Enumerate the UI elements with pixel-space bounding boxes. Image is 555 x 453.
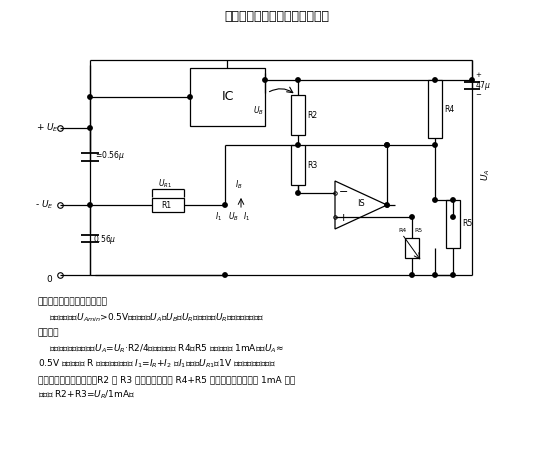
Circle shape (433, 273, 437, 277)
Text: −: − (475, 92, 481, 98)
Text: R5: R5 (462, 220, 472, 228)
Text: 0: 0 (46, 275, 52, 284)
Circle shape (88, 126, 92, 130)
Text: R2: R2 (307, 111, 317, 120)
Text: −: − (339, 187, 349, 197)
Circle shape (223, 203, 227, 207)
Bar (405, 238, 419, 258)
Text: IC: IC (221, 91, 234, 103)
Text: $I_1$: $I_1$ (215, 211, 222, 223)
Circle shape (385, 203, 389, 207)
Text: 该电路适于下列条件下应用：: 该电路适于下列条件下应用： (38, 298, 108, 307)
Text: $U_{R1}$: $U_{R1}$ (158, 178, 172, 190)
Bar (152, 198, 184, 212)
Text: R4: R4 (444, 105, 454, 114)
Circle shape (296, 143, 300, 147)
Text: - $U_E$: - $U_E$ (35, 199, 54, 211)
Circle shape (88, 95, 92, 99)
Circle shape (433, 143, 437, 147)
Circle shape (470, 78, 474, 82)
Text: $U_B$: $U_B$ (253, 105, 264, 117)
Circle shape (410, 273, 414, 277)
Text: 47$\mu$: 47$\mu$ (475, 78, 491, 92)
Text: 调节输出电压的公式为$U_A$=$U_R$·R2/4，在调节支路 R4、R5 内的电流约 1mA（在$U_A$≈: 调节输出电压的公式为$U_A$=$U_R$·R2/4，在调节支路 R4、R5 内… (38, 342, 284, 355)
Text: R3: R3 (307, 160, 317, 169)
Circle shape (263, 78, 267, 82)
Text: $U_B$: $U_B$ (228, 211, 239, 223)
Circle shape (88, 203, 92, 207)
Text: R1: R1 (161, 201, 171, 209)
Text: R4: R4 (398, 228, 406, 233)
Circle shape (433, 78, 437, 82)
Text: R5: R5 (414, 228, 422, 233)
Bar (291, 145, 305, 185)
Circle shape (385, 143, 389, 147)
Text: 最低输出电压$U_{Amin}$>0.5V，输出电压$U_A$为$U_B$与$U_R$之和，这里$U_R$为集成稳压电路的: 最低输出电压$U_{Amin}$>0.5V，输出电压$U_A$为$U_B$与$U… (38, 311, 265, 324)
Circle shape (410, 215, 414, 219)
Circle shape (451, 198, 455, 202)
Circle shape (296, 191, 300, 195)
Text: + $U_E$: + $U_E$ (36, 122, 59, 134)
Circle shape (451, 273, 455, 277)
Circle shape (296, 78, 300, 82)
Text: 0.5V 时），电阵 R 的选择要使方程式 $I_1$=$I_R$+$I_2$ 中$I_1$最小时$U_{R1}$朄1V 的数值，以确保运算: 0.5V 时），电阵 R 的选择要使方程式 $I_1$=$I_R$+$I_2$ … (38, 358, 276, 370)
Text: =0.56$\mu$: =0.56$\mu$ (95, 149, 125, 163)
Text: 稳压值。: 稳压值。 (38, 328, 59, 337)
Bar (428, 80, 442, 138)
Text: +: + (475, 72, 481, 78)
Circle shape (385, 143, 389, 147)
Text: 流，即 R2+R3=$U_R$/1mA。: 流，即 R2+R3=$U_R$/1mA。 (38, 389, 135, 401)
Text: 0.56$\mu$: 0.56$\mu$ (93, 232, 117, 246)
Bar (190, 68, 265, 126)
Bar (291, 95, 305, 135)
Text: +: + (339, 213, 349, 223)
Circle shape (223, 273, 227, 277)
Circle shape (188, 95, 192, 99)
Text: $I_1$: $I_1$ (243, 211, 250, 223)
Circle shape (451, 215, 455, 219)
Text: IS: IS (357, 198, 365, 207)
Text: $I_B$: $I_B$ (235, 179, 243, 191)
Circle shape (433, 198, 437, 202)
Text: 具有低输出电压的可调稳压电源: 具有低输出电压的可调稳压电源 (225, 10, 330, 23)
Bar (446, 200, 460, 248)
Text: $U_A$: $U_A$ (480, 169, 492, 181)
Text: 放大器有足够的负电压。R2 和 R3 值的选择决定于 R4+R5 的值，应使其流过约 1mA 的电: 放大器有足够的负电压。R2 和 R3 值的选择决定于 R4+R5 的值，应使其流… (38, 375, 295, 384)
